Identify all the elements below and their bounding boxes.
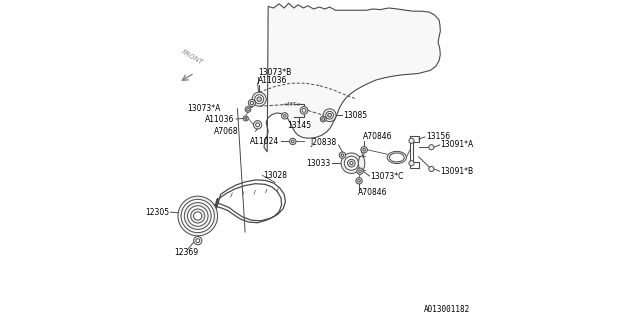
Circle shape bbox=[429, 145, 434, 150]
Circle shape bbox=[178, 196, 218, 236]
Circle shape bbox=[193, 236, 202, 245]
Circle shape bbox=[257, 97, 262, 101]
Text: A7068: A7068 bbox=[214, 127, 239, 136]
Circle shape bbox=[243, 116, 248, 121]
Text: A70846: A70846 bbox=[357, 188, 387, 197]
Text: A11036: A11036 bbox=[205, 115, 235, 124]
Circle shape bbox=[282, 113, 288, 119]
Polygon shape bbox=[264, 3, 440, 152]
Circle shape bbox=[361, 147, 367, 153]
Circle shape bbox=[245, 107, 251, 112]
Circle shape bbox=[302, 108, 306, 112]
Text: FRONT: FRONT bbox=[180, 49, 204, 66]
Circle shape bbox=[250, 101, 253, 105]
Circle shape bbox=[326, 111, 333, 119]
Circle shape bbox=[247, 108, 250, 111]
Circle shape bbox=[363, 148, 365, 151]
Text: 13073*C: 13073*C bbox=[371, 172, 404, 181]
Circle shape bbox=[322, 118, 324, 120]
Circle shape bbox=[321, 116, 326, 122]
Circle shape bbox=[196, 239, 200, 243]
Circle shape bbox=[255, 95, 264, 104]
Circle shape bbox=[344, 156, 358, 170]
Circle shape bbox=[181, 199, 214, 233]
Circle shape bbox=[188, 206, 208, 226]
Circle shape bbox=[348, 159, 355, 167]
Circle shape bbox=[357, 168, 364, 174]
Text: J20838: J20838 bbox=[310, 138, 337, 147]
Text: 13033: 13033 bbox=[307, 159, 330, 168]
Circle shape bbox=[341, 153, 362, 173]
Text: 13073*A: 13073*A bbox=[187, 104, 220, 113]
Circle shape bbox=[409, 138, 414, 143]
Circle shape bbox=[289, 138, 296, 145]
Text: 13085: 13085 bbox=[344, 111, 367, 120]
Text: A11024: A11024 bbox=[250, 137, 279, 146]
Text: 12305: 12305 bbox=[145, 208, 170, 217]
Text: 13073*B: 13073*B bbox=[259, 68, 292, 76]
Text: 13156: 13156 bbox=[426, 132, 450, 141]
Circle shape bbox=[284, 115, 286, 117]
Circle shape bbox=[256, 123, 260, 127]
Circle shape bbox=[358, 180, 360, 182]
Text: <MT>: <MT> bbox=[282, 102, 301, 108]
Circle shape bbox=[349, 162, 353, 165]
Circle shape bbox=[356, 178, 362, 184]
Circle shape bbox=[244, 117, 247, 119]
Circle shape bbox=[328, 113, 332, 117]
Circle shape bbox=[409, 161, 414, 166]
Ellipse shape bbox=[387, 151, 406, 164]
Circle shape bbox=[193, 212, 202, 220]
Circle shape bbox=[252, 92, 266, 106]
Text: 13028: 13028 bbox=[263, 171, 287, 180]
Text: A013001182: A013001182 bbox=[424, 305, 470, 314]
Circle shape bbox=[184, 203, 211, 229]
Text: 13145: 13145 bbox=[287, 121, 311, 130]
Circle shape bbox=[248, 100, 255, 107]
Text: 13091*A: 13091*A bbox=[440, 140, 474, 149]
Circle shape bbox=[292, 140, 294, 143]
Circle shape bbox=[300, 107, 308, 114]
Text: 12369: 12369 bbox=[175, 248, 198, 257]
Circle shape bbox=[359, 170, 361, 172]
Text: A11036: A11036 bbox=[258, 76, 287, 85]
Text: 13091*B: 13091*B bbox=[440, 167, 474, 176]
Circle shape bbox=[191, 209, 205, 223]
Circle shape bbox=[253, 121, 262, 129]
Ellipse shape bbox=[389, 153, 404, 162]
Circle shape bbox=[341, 154, 344, 156]
Circle shape bbox=[339, 152, 346, 158]
Circle shape bbox=[429, 166, 434, 172]
Text: A70846: A70846 bbox=[362, 132, 392, 141]
Circle shape bbox=[323, 109, 336, 122]
Ellipse shape bbox=[358, 156, 365, 170]
